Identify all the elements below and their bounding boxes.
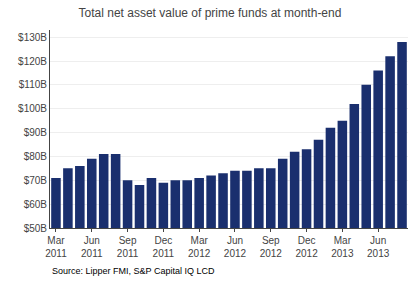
- svg-text:$90B: $90B: [24, 127, 48, 138]
- svg-text:$100B: $100B: [18, 103, 47, 114]
- svg-text:Dec2012: Dec2012: [295, 235, 318, 259]
- svg-text:Jun2013: Jun2013: [367, 235, 390, 259]
- svg-text:Total net asset value of prime: Total net asset value of prime funds at …: [79, 6, 342, 20]
- svg-text:Jun2011: Jun2011: [81, 235, 103, 259]
- svg-text:$120B: $120B: [18, 56, 47, 67]
- svg-text:$130B: $130B: [18, 32, 47, 43]
- svg-text:Dec2011: Dec2011: [153, 235, 175, 259]
- svg-text:Sep2012: Sep2012: [260, 235, 283, 259]
- svg-text:$60B: $60B: [24, 199, 48, 210]
- svg-text:Mar2011: Mar2011: [45, 235, 67, 259]
- svg-text:Sep2011: Sep2011: [117, 235, 139, 259]
- svg-text:Jun2012: Jun2012: [224, 235, 247, 259]
- svg-text:$110B: $110B: [19, 79, 48, 90]
- svg-text:$50B: $50B: [24, 223, 48, 234]
- svg-text:$80B: $80B: [24, 151, 48, 162]
- svg-text:Source: Lipper FMI, S&P Capita: Source: Lipper FMI, S&P Capital IQ LCD: [52, 266, 215, 276]
- svg-text:$70B: $70B: [24, 175, 48, 186]
- svg-text:Mar2012: Mar2012: [188, 235, 211, 259]
- svg-text:Mar2013: Mar2013: [331, 235, 354, 259]
